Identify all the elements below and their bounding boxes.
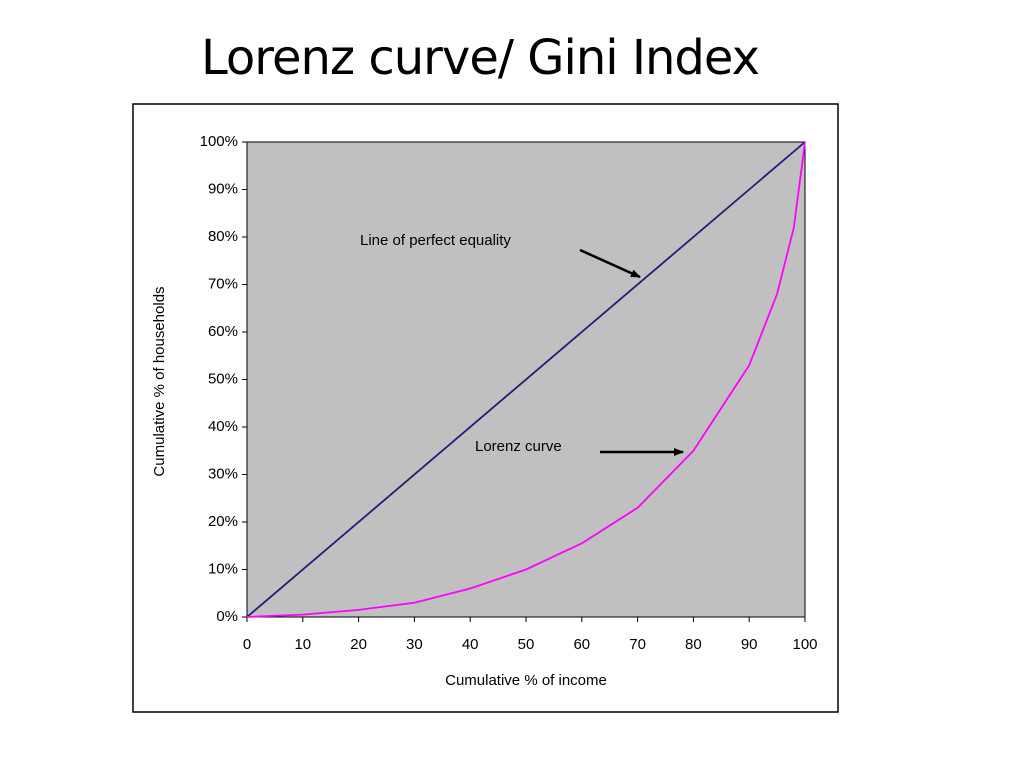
x-axis-label: Cumulative % of income (445, 672, 607, 689)
y-tick-label: 60% (208, 323, 238, 340)
y-tick-label: 100% (200, 133, 238, 150)
y-tick-label: 30% (208, 465, 238, 482)
x-tick-label: 80 (685, 636, 702, 653)
y-tick-label: 20% (208, 513, 238, 530)
x-tick-label: 40 (462, 636, 479, 653)
y-tick-label: 80% (208, 228, 238, 245)
x-tick-label: 0 (243, 636, 251, 653)
x-tick-label: 60 (573, 636, 590, 653)
x-tick-label: 20 (350, 636, 367, 653)
x-tick-label: 10 (294, 636, 311, 653)
data-line (246, 141, 806, 618)
y-tick-label: 90% (208, 180, 238, 197)
y-tick-label: 10% (208, 560, 238, 577)
y-axis-label: Cumulative % of households (151, 286, 168, 476)
x-tick-label: 90 (741, 636, 758, 653)
y-tick-label: 70% (208, 275, 238, 292)
annotation-arrow (579, 248, 641, 279)
y-tick-label: 50% (208, 370, 238, 387)
data-line (246, 141, 806, 618)
x-tick-label: 30 (406, 636, 423, 653)
y-tick-label: 40% (208, 418, 238, 435)
x-tick-label: 50 (518, 636, 535, 653)
slide-title: Lorenz curve/ Gini Index (201, 30, 760, 86)
annotation: Line of perfect equality (360, 232, 511, 249)
annotation: Lorenz curve (475, 438, 562, 455)
x-tick-label: 100 (792, 636, 817, 653)
x-tick-label: 70 (629, 636, 646, 653)
y-tick-label: 0% (216, 608, 238, 625)
